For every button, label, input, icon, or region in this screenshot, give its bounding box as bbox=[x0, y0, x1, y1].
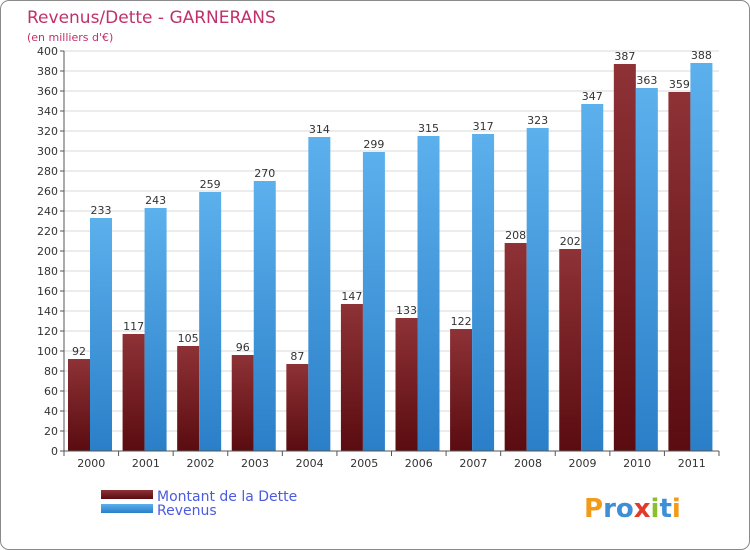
data-label: 147 bbox=[341, 290, 362, 303]
x-tick-label: 2004 bbox=[296, 457, 324, 470]
legend-label-revenus: Revenus bbox=[157, 503, 217, 519]
x-axis-ticks: 2000 2001 2002 2003 2004 2005 2006 2007 2008 2009… bbox=[63, 451, 720, 470]
data-label: 323 bbox=[527, 114, 548, 127]
data-label: 299 bbox=[363, 138, 384, 151]
y-tick-label: 140 bbox=[37, 305, 58, 318]
data-label: 363 bbox=[636, 74, 657, 87]
y-tick-label: 60 bbox=[44, 385, 58, 398]
bar-dette bbox=[340, 304, 363, 451]
data-label: 243 bbox=[145, 194, 166, 207]
y-tick-label: 20 bbox=[44, 425, 58, 438]
data-label: 387 bbox=[614, 50, 635, 63]
data-label: 259 bbox=[200, 178, 221, 191]
bar-dette bbox=[68, 359, 90, 451]
bar-revenus bbox=[472, 134, 495, 451]
x-tick-label: 2001 bbox=[132, 457, 160, 470]
y-tick-label: 100 bbox=[37, 345, 58, 358]
data-label: 315 bbox=[418, 122, 439, 135]
bar-revenus bbox=[90, 218, 112, 451]
bar-dette bbox=[668, 92, 691, 451]
data-label: 270 bbox=[254, 167, 275, 180]
y-tick-label: 400 bbox=[37, 45, 58, 58]
y-tick-label: 180 bbox=[37, 265, 58, 278]
x-tick-label: 2011 bbox=[678, 457, 706, 470]
y-tick-label: 340 bbox=[37, 105, 58, 118]
data-label: 202 bbox=[560, 235, 581, 248]
bar-dette bbox=[450, 329, 473, 451]
x-tick-label: 2003 bbox=[241, 457, 269, 470]
x-tick-label: 2002 bbox=[186, 457, 214, 470]
y-tick-label: 240 bbox=[37, 205, 58, 218]
data-label: 359 bbox=[669, 78, 690, 91]
data-label: 87 bbox=[290, 350, 304, 363]
legend: Montant de la Dette Revenus bbox=[101, 489, 297, 519]
bar-dette bbox=[122, 334, 145, 451]
y-axis-ticks: 0 20 40 60 80 100 120 140 160 180 200 220 240 260 280 3… bbox=[37, 45, 64, 458]
data-label: 105 bbox=[178, 332, 199, 345]
bar-dette bbox=[559, 249, 582, 451]
x-tick-label: 2007 bbox=[459, 457, 487, 470]
legend-label-dette: Montant de la Dette bbox=[157, 489, 297, 505]
proxiti-logo: Proxiti bbox=[584, 494, 681, 524]
bar-revenus bbox=[308, 137, 331, 451]
chart-subtitle: (en milliers d'€) bbox=[27, 31, 113, 44]
x-tick-label: 2006 bbox=[405, 457, 433, 470]
value-labels: 92 233 117 243 105 259 96 270 87 314 147 299 133 315 1… bbox=[72, 49, 712, 363]
bar-dette bbox=[286, 364, 309, 451]
data-label: 317 bbox=[473, 120, 494, 133]
bar-dette bbox=[177, 346, 200, 451]
y-tick-label: 280 bbox=[37, 165, 58, 178]
data-label: 96 bbox=[236, 341, 250, 354]
y-tick-label: 0 bbox=[51, 445, 58, 458]
x-tick-label: 2010 bbox=[623, 457, 651, 470]
data-label: 133 bbox=[396, 304, 417, 317]
data-label: 117 bbox=[123, 320, 144, 333]
bar-revenus bbox=[417, 136, 440, 451]
data-label: 233 bbox=[91, 204, 112, 217]
data-label: 208 bbox=[505, 229, 526, 242]
legend-swatch-revenus bbox=[101, 504, 153, 513]
legend-swatch-dette bbox=[101, 490, 153, 499]
data-label: 92 bbox=[72, 345, 86, 358]
y-tick-label: 360 bbox=[37, 85, 58, 98]
y-tick-label: 380 bbox=[37, 65, 58, 78]
data-label: 347 bbox=[582, 90, 603, 103]
data-label: 388 bbox=[691, 49, 712, 62]
data-label: 314 bbox=[309, 123, 330, 136]
bar-dette bbox=[613, 64, 636, 451]
bar-revenus bbox=[144, 208, 167, 451]
y-tick-label: 300 bbox=[37, 145, 58, 158]
bar-dette bbox=[395, 318, 418, 451]
x-tick-label: 2005 bbox=[350, 457, 378, 470]
bar-dette bbox=[504, 243, 527, 451]
bar-revenus bbox=[635, 88, 658, 451]
bar-revenus bbox=[253, 181, 276, 451]
bar-dette bbox=[231, 355, 254, 451]
proxiti-logo-text: Proxiti bbox=[584, 494, 681, 524]
bar-revenus bbox=[581, 104, 604, 451]
bar-revenus bbox=[199, 192, 222, 451]
y-tick-label: 320 bbox=[37, 125, 58, 138]
y-tick-label: 220 bbox=[37, 225, 58, 238]
axes bbox=[63, 51, 719, 452]
y-tick-label: 260 bbox=[37, 185, 58, 198]
x-tick-label: 2008 bbox=[514, 457, 542, 470]
gridlines bbox=[64, 50, 719, 432]
bars bbox=[68, 63, 713, 451]
chart-title: Revenus/Dette - GARNERANS bbox=[27, 8, 276, 28]
bar-revenus bbox=[526, 128, 549, 451]
y-tick-label: 120 bbox=[37, 325, 58, 338]
y-tick-label: 40 bbox=[44, 405, 58, 418]
bar-revenus bbox=[690, 63, 713, 451]
bar-revenus bbox=[362, 152, 385, 451]
y-tick-label: 80 bbox=[44, 365, 58, 378]
x-tick-label: 2009 bbox=[569, 457, 597, 470]
x-tick-label: 2000 bbox=[77, 457, 105, 470]
data-label: 122 bbox=[451, 315, 472, 328]
y-tick-label: 200 bbox=[37, 245, 58, 258]
y-tick-label: 160 bbox=[37, 285, 58, 298]
